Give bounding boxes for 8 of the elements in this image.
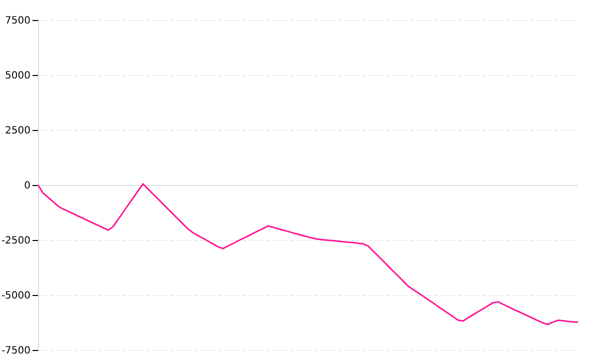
y-tick-label: 2500 xyxy=(5,126,30,136)
y-tick-label: -5000 xyxy=(1,290,30,302)
y-tick-label: -2500 xyxy=(1,236,30,246)
y-tick-label: 0 xyxy=(24,180,30,192)
y-tick-label: -7500 xyxy=(1,346,30,356)
y-tick-label: 7500 xyxy=(5,16,30,26)
line-series xyxy=(37,183,579,326)
y-tick-label: 5000 xyxy=(5,70,30,82)
